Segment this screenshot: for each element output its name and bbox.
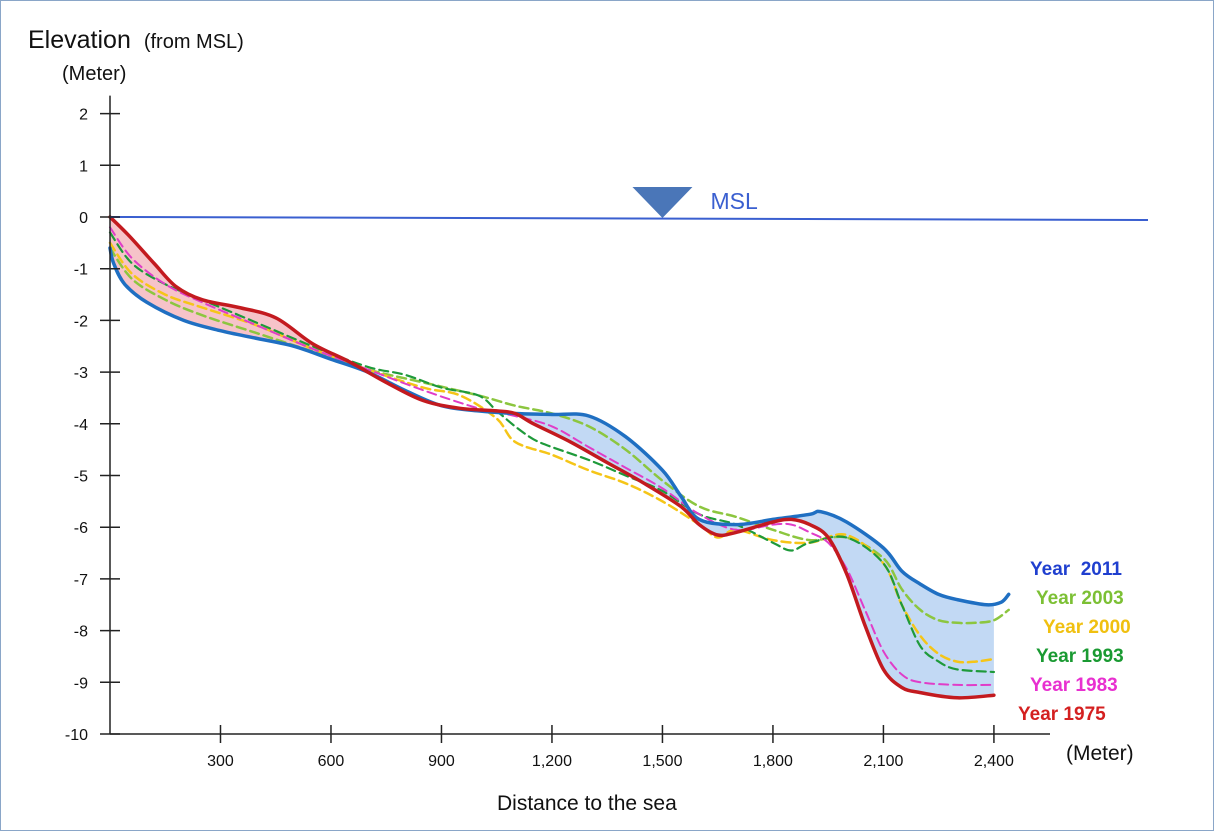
x-axis-label: Distance to the sea: [497, 792, 677, 815]
y-axis-title-main: Elevation: [28, 26, 131, 54]
series-line-2011: [108, 246, 1011, 607]
area-fills: [110, 217, 994, 698]
msl-triangle-marker: [632, 187, 693, 218]
legend-entry-1983: Year 1983: [1030, 675, 1118, 696]
y-tick-label: -8: [74, 624, 88, 641]
series-lines: [108, 215, 1011, 700]
series-line-1983: [109, 226, 995, 687]
series-line-1993: [108, 231, 995, 674]
y-tick-label: -4: [74, 417, 88, 434]
x-tick-label: 2,400: [974, 753, 1014, 770]
x-tick-label: 1,500: [642, 753, 682, 770]
y-tick-label: -2: [74, 313, 88, 330]
y-tick-label: 0: [79, 210, 88, 227]
y-tick-label: -1: [74, 262, 88, 279]
erosion-fill-area: [110, 217, 366, 372]
y-tick-label: -7: [74, 572, 88, 589]
y-axis-title: Elevation (from MSL): [28, 26, 244, 54]
y-tick-label: -9: [74, 675, 88, 692]
x-tick-label: 2,100: [863, 753, 903, 770]
legend-entry-2003: Year 2003: [1036, 588, 1124, 609]
msl-line: [109, 216, 1149, 221]
y-tick-label: -10: [65, 727, 88, 744]
legend-entry-2000: Year 2000: [1043, 617, 1131, 638]
x-tick-label: 1,800: [753, 753, 793, 770]
deposition-fill-area: [515, 413, 994, 698]
legend-entry-1975: Year 1975: [1018, 704, 1106, 725]
series-line-1975: [108, 215, 996, 700]
y-tick-label: -5: [74, 469, 88, 486]
legend-entry-2011: Year 2011: [1030, 559, 1122, 580]
legend-entry-1993: Year 1993: [1036, 646, 1124, 667]
axes: 2 1 0 -1 -2 -3 -4 -5 -6 -7 -8 -9 -10 300 600 900 1,200 1,…: [65, 95, 1050, 770]
y-tick-label: 2: [79, 107, 88, 124]
x-tick-label: 600: [318, 753, 345, 770]
x-axis-unit: (Meter): [1066, 742, 1134, 765]
x-tick-label: 1,200: [532, 753, 572, 770]
x-tick-label: 300: [207, 753, 234, 770]
legend: Year 2011 Year 2003 Year 2000 Year 1993 Year…: [1018, 559, 1131, 725]
y-tick-label: 1: [79, 158, 88, 175]
series-line-2003: [108, 246, 1010, 625]
x-tick-label: 900: [428, 753, 455, 770]
y-axis-unit: (Meter): [62, 63, 126, 85]
y-tick-label: -6: [74, 520, 88, 537]
y-tick-label: -3: [74, 365, 88, 382]
y-axis-title-note: (from MSL): [144, 31, 244, 53]
msl-label: MSL: [710, 188, 758, 214]
